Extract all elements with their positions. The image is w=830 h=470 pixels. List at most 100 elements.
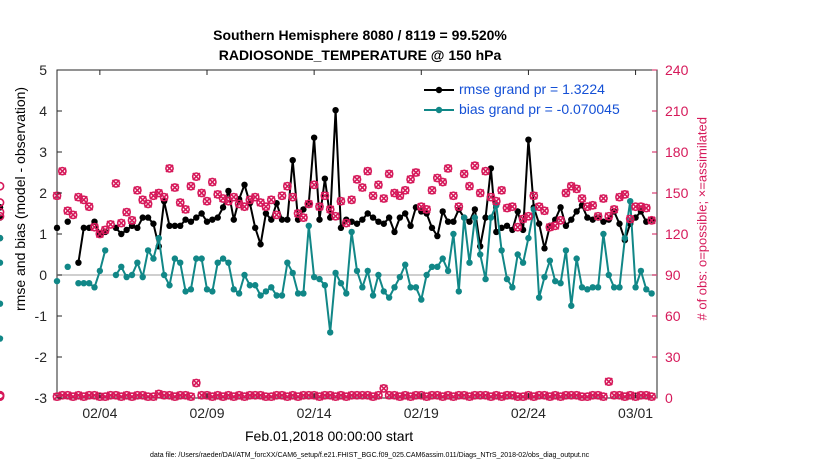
rmse-point [375,218,382,225]
bias-point [418,296,425,303]
bias-point [455,288,462,295]
obs-possible-point [379,194,389,203]
bias-point [294,290,302,297]
obs-assimilated-point [610,205,619,214]
bias-point [648,290,655,297]
obs-possible-point [625,214,635,224]
obs-assimilated-point [492,197,501,206]
obs-possible-point [599,194,608,203]
obs-possible-point [540,206,549,216]
rmse-point [353,220,361,227]
bias-point [402,261,409,268]
rmse-point [391,228,398,236]
obs-assimilated-point [363,167,372,176]
obs-possible-point [202,196,212,206]
rmse-point [359,216,366,223]
bias-point [535,294,543,301]
obs-bottom-point [534,390,544,400]
bias-point [444,267,452,275]
rmse-point [316,216,323,223]
rmse-point [380,220,387,227]
rmse-point [171,222,179,229]
obs-possible-point [449,191,458,201]
obs-bottom-point [250,390,260,400]
bias-point [268,284,275,291]
obs-assimilated-point [326,205,335,214]
bias-point [219,255,227,262]
obs-assimilated-point [133,186,142,195]
obs-assimilated-point [261,202,270,211]
legend-box [420,78,650,122]
bias-point [482,275,489,283]
obs-bottom-point [347,390,357,400]
rmse-point [214,214,221,221]
bias-point [477,251,484,258]
obs-possible-point [422,204,432,214]
y2-tick-label: 0 [665,390,673,406]
legend-rmse-label: rmse grand pr = 1.3224 [459,81,605,97]
obs-possible-point [250,192,260,202]
obs-bottom-point [57,390,67,400]
obs-possible-point [213,189,223,199]
y-tick-label: 2 [39,185,47,201]
bias-point [257,292,264,299]
bias-point [193,255,200,262]
rmse-point [75,259,82,266]
bias-point [166,282,173,289]
bias-point [343,290,350,297]
bias-point [503,275,511,283]
obs-possible-point [154,188,164,198]
obs-bottom-point [470,390,480,400]
obs-possible-point [256,198,265,207]
bias-point [316,275,323,283]
bias-point [123,273,130,281]
obs-assimilated-point [310,180,319,189]
obs-bottom-point [245,390,255,400]
obs-bottom-point [106,390,115,400]
x-tick-label: 02/19 [404,405,439,421]
bias-point [230,286,237,293]
rmse-point [241,181,248,188]
obs-assimilated-point [277,191,287,200]
obs-assimilated-point [481,167,490,176]
bias-point [369,292,377,299]
bias-point [578,284,586,291]
rmse-point [364,210,371,217]
obs-assimilated-point [283,182,292,191]
obs-assimilated-point [626,214,635,224]
bias-point [235,290,243,297]
obs-assimilated-point [524,212,533,221]
obs-assimilated-point [85,202,94,211]
obs-bottom-point [175,390,185,400]
obs-assimilated-point [320,191,329,200]
obs-bottom-assimilated-point [186,392,195,401]
obs-assimilated-point [561,188,570,198]
obs-bottom-point [357,390,367,400]
obs-assimilated-point [315,202,324,211]
obs-bottom-point [604,377,614,386]
rmse-point [252,224,259,232]
obs-assimilated-point [170,183,179,192]
obs-possible-point [0,207,5,217]
obs-assimilated-point [406,175,415,184]
obs-possible-point [266,195,276,205]
obs-possible-point [577,194,587,203]
obs-possible-point [288,192,298,202]
rmse-point [396,214,404,221]
bias-series [0,198,655,342]
obs-assimilated-point [347,195,356,204]
obs-assimilated-point [160,193,169,202]
obs-bottom-point [197,390,207,400]
obs-possible-point [331,211,340,221]
obs-assimilated-point [176,198,185,207]
bias-point [53,277,61,285]
bias-point [278,292,286,299]
obs-assimilated-point [197,188,206,198]
rmse-point [466,218,473,225]
rmse-point [187,218,195,225]
y-tick-label: 5 [39,62,47,78]
obs-assimilated-point [465,182,474,191]
bias-point [610,284,618,291]
obs-assimilated-point [647,216,656,225]
bias-point [64,263,71,270]
